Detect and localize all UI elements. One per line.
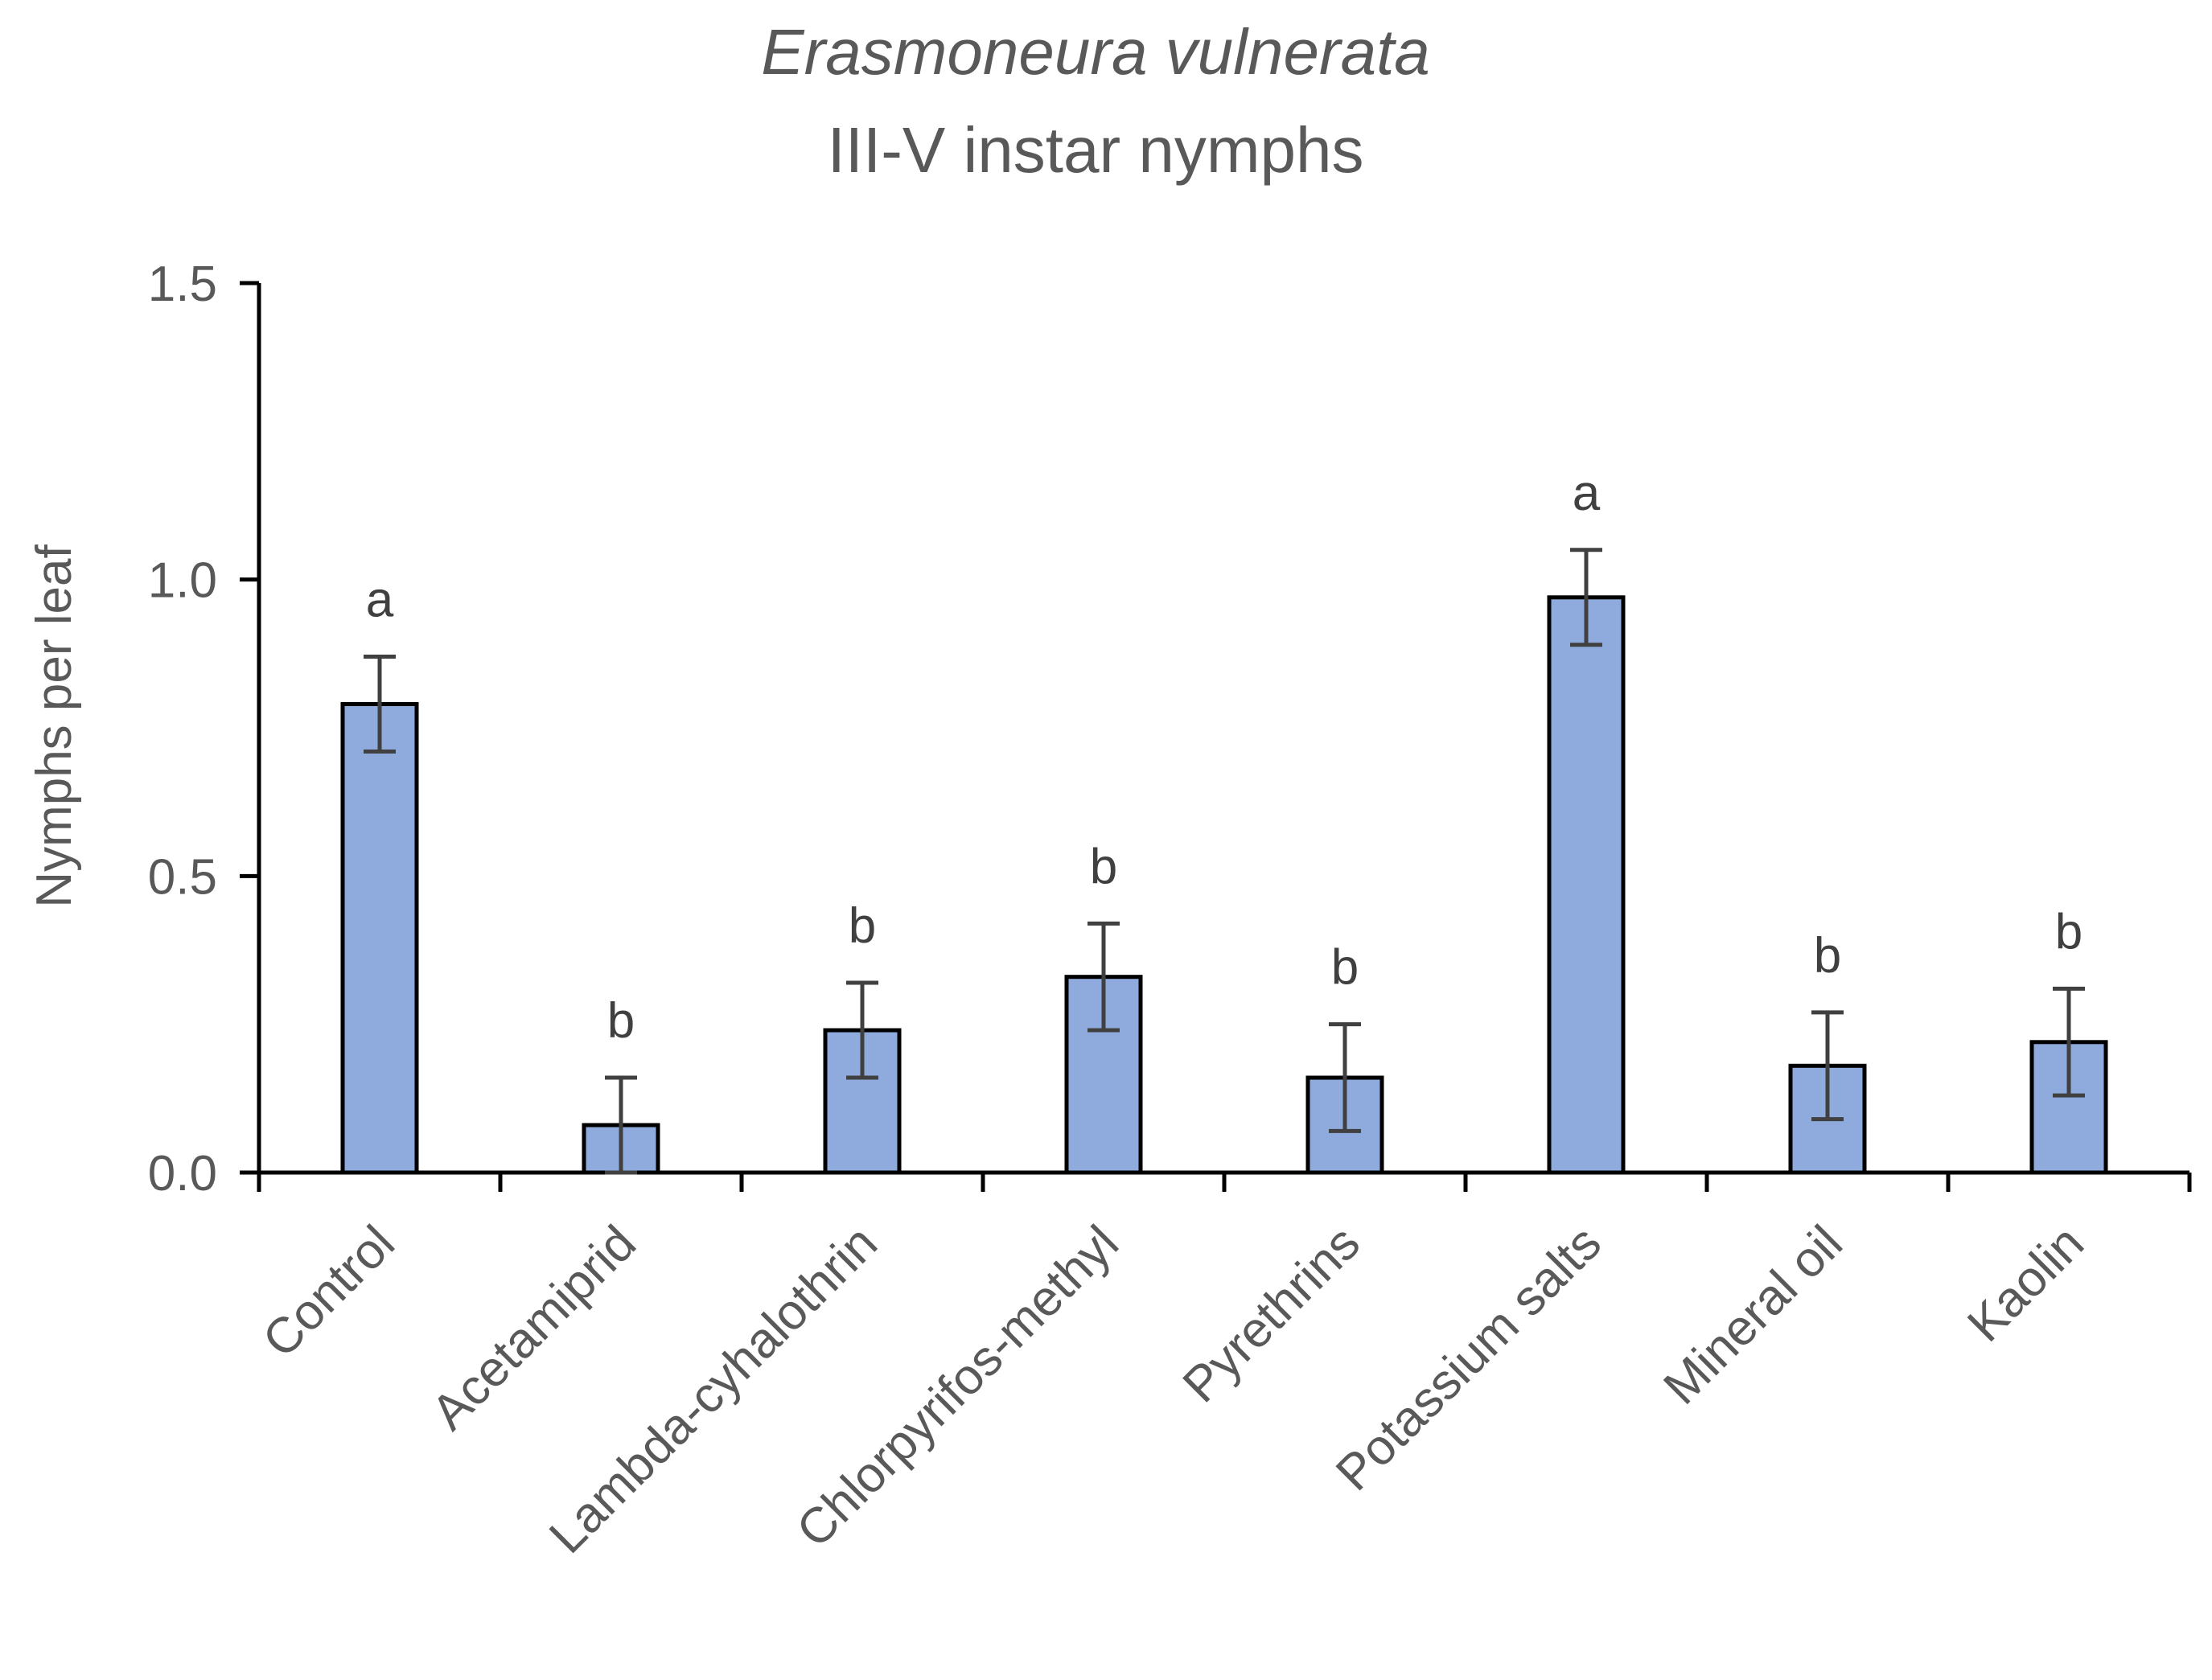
x-tick-label: Acetamiprid <box>421 1215 647 1440</box>
significance-label: a <box>1573 466 1601 521</box>
significance-label: b <box>849 898 876 954</box>
significance-label: b <box>1814 928 1841 984</box>
bar <box>340 702 419 1175</box>
y-tick-label: 1.5 <box>148 257 217 312</box>
x-tick-label: Mineral oil <box>1653 1215 1853 1415</box>
significance-label: a <box>366 573 394 628</box>
significance-label: b <box>607 993 635 1049</box>
y-axis-title: Nymphs per leaf <box>27 544 82 908</box>
x-tick-label: Potassium salts <box>1326 1215 1612 1501</box>
y-tick-label: 0.0 <box>148 1146 217 1201</box>
bar <box>1547 595 1626 1175</box>
chart-title: Erasmoneura vulnerata <box>761 16 1430 88</box>
y-tick-label: 0.5 <box>148 849 217 905</box>
plot-area: 0.00.51.01.5aControlbAcetamipridbLambda-… <box>148 257 2192 1564</box>
x-tick-label: Control <box>253 1215 405 1368</box>
chart-subtitle: III-V instar nymphs <box>828 114 1364 186</box>
significance-label: b <box>1090 839 1117 894</box>
significance-label: b <box>2055 904 2082 959</box>
significance-label: b <box>1331 940 1359 996</box>
x-tick-label: Kaolin <box>1957 1215 2095 1353</box>
y-tick-label: 1.0 <box>148 553 217 609</box>
x-tick-label: Pyrethrins <box>1173 1215 1371 1413</box>
